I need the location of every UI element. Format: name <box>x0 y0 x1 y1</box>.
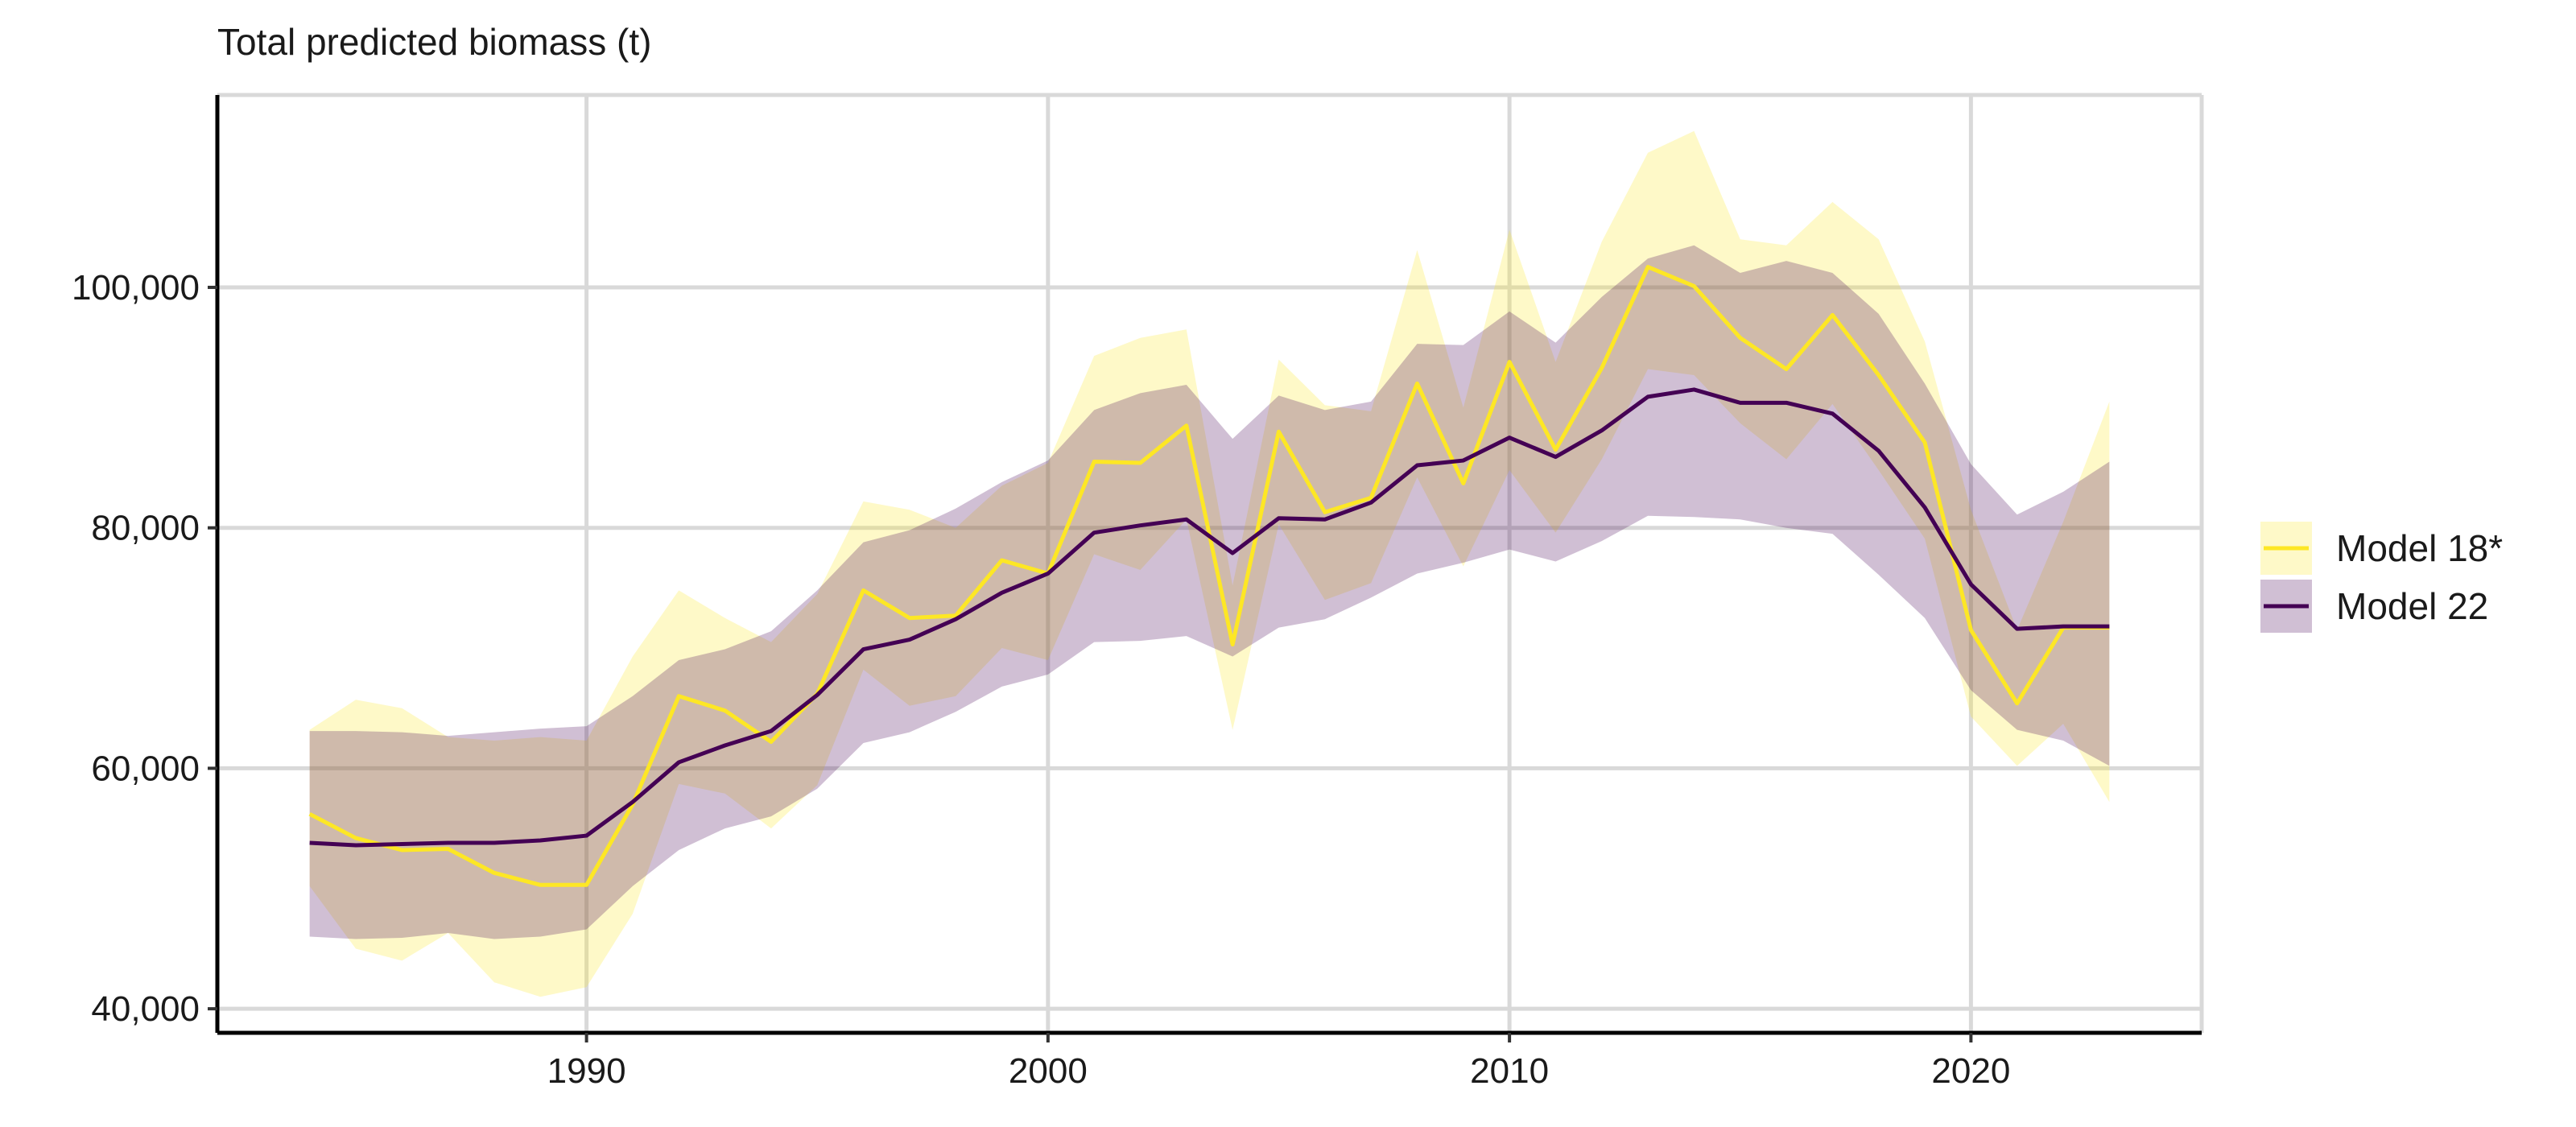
legend-item-series-1: Model 18* <box>2260 522 2503 575</box>
series-lines <box>308 265 2110 887</box>
legend-label: Model 22 <box>2336 585 2488 627</box>
axes: 1990 2000 2010 2020 40,000 60,000 80,000 100,00… <box>72 95 2202 1091</box>
legend-item-series-2: Model 22 <box>2260 580 2488 633</box>
chart-title: Total predicted biomass (t) <box>217 21 651 63</box>
ribbon-series-2 <box>309 245 2110 939</box>
x-tick-label: 2020 <box>1931 1051 2010 1091</box>
y-tick-label: 40,000 <box>91 989 200 1029</box>
x-tick-label: 1990 <box>547 1051 626 1091</box>
x-tick-label: 2010 <box>1470 1051 1549 1091</box>
line-series-2 <box>309 387 2110 848</box>
y-tick-label: 80,000 <box>91 509 200 548</box>
y-tick-label: 100,000 <box>72 268 200 308</box>
y-tick-label: 60,000 <box>91 749 200 788</box>
ribbon-series-1 <box>309 130 2110 997</box>
legend-label: Model 18* <box>2336 527 2503 569</box>
confidence-ribbons <box>309 130 2110 997</box>
legend: Model 18* Model 22 <box>2260 522 2503 633</box>
x-tick-label: 2000 <box>1009 1051 1088 1091</box>
gridlines <box>217 93 2204 1033</box>
